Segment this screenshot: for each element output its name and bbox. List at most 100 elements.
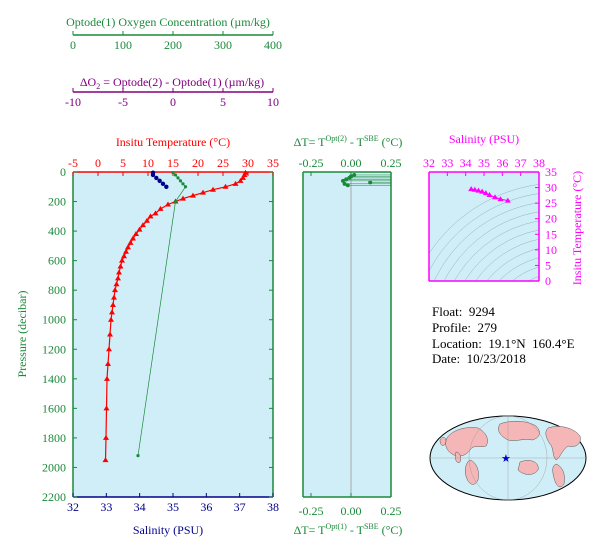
map-land: [439, 421, 581, 488]
tick-label: 36: [200, 500, 212, 514]
tick-label: 1200: [42, 342, 66, 356]
tick-label: 1000: [42, 313, 66, 327]
temperature-point: [210, 186, 216, 192]
salinity-point: [150, 172, 156, 178]
salinity-axis-title: Salinity (PSU): [133, 523, 203, 537]
tick-label: 20: [192, 156, 204, 170]
float-id-line: Float: 9294: [432, 304, 495, 319]
delta-t-ticks: -0.25 0.00 0.25 -0.25 0.00 0.25: [299, 156, 402, 518]
tick-label: 10: [545, 243, 557, 257]
temperature-point: [144, 217, 150, 223]
oxygen-point: [173, 173, 178, 177]
tick-label: 10: [142, 156, 154, 170]
temperature-point: [125, 244, 131, 250]
pressure-axis-ticks: 0 200 400 600 800 1000 1200 1400 1600 1800 2000 220…: [42, 165, 273, 504]
temperature-point: [103, 405, 110, 411]
delta-o2-axis: ΔO2 = Optode(2) - Optode(1) (µm/kg) -10 -…: [65, 75, 279, 109]
tick-label: 37: [515, 156, 527, 170]
temperature-point: [152, 210, 159, 216]
delta-t-top-title: ΔT= TOpt(2) - TSBE (°C): [294, 134, 403, 149]
tick-label: 200: [164, 38, 182, 52]
tick-label: 0.25: [381, 504, 402, 518]
temperature-point: [222, 183, 229, 189]
tick-label: -5: [68, 156, 78, 170]
temperature-point: [232, 180, 239, 186]
delta-t-bottom-title: ΔT= TOpt(1) - TSBE (°C): [294, 522, 403, 537]
tick-label: 38: [533, 156, 545, 170]
temperature-point: [130, 235, 136, 241]
tick-label: 30: [242, 156, 254, 170]
tick-label: 33: [441, 156, 453, 170]
temperature-point: [127, 239, 134, 245]
oxygen-axis-ticks: 0 100 200 300 400: [70, 31, 282, 52]
profile-marks: [102, 169, 249, 463]
tick-label: 200: [48, 195, 66, 209]
tick-label: -10: [65, 95, 81, 109]
ts-point: [486, 192, 493, 198]
salinity-point: [154, 175, 159, 181]
salinity-point: [164, 184, 169, 189]
temperature-point: [140, 222, 146, 228]
temperature-point: [240, 174, 246, 180]
tick-label: 300: [214, 38, 232, 52]
tick-label: 35: [167, 500, 179, 514]
ts-point: [468, 186, 475, 192]
oxygen-point: [173, 199, 178, 204]
ts-temperature-title: Insitu Temperature (°C): [570, 171, 584, 285]
tick-label: 0: [545, 274, 551, 288]
temperature-point: [117, 263, 124, 269]
tick-label: 400: [264, 38, 282, 52]
salinity-point: [157, 178, 162, 184]
tick-label: 5: [120, 156, 126, 170]
temperature-point: [123, 248, 129, 254]
delta-t-point: [368, 180, 373, 185]
float-location-marker: ★: [501, 453, 511, 465]
temperature-point: [190, 192, 196, 198]
delta-t-point: [352, 172, 357, 177]
oxygen-axis-title: Optode(1) Oxygen Concentration (µm/kg): [66, 15, 270, 29]
tick-label: 0.00: [341, 156, 362, 170]
ts-point: [475, 187, 482, 193]
tick-label: 100: [114, 38, 132, 52]
tick-label: 5: [545, 258, 551, 272]
tick-label: 2200: [42, 490, 66, 504]
temperature-point: [107, 331, 113, 337]
tick-label: 400: [48, 224, 66, 238]
tick-label: 2000: [42, 460, 66, 474]
temperature-point: [112, 287, 118, 293]
temperature-point: [111, 294, 117, 300]
ts-point: [479, 188, 486, 194]
oxygen-point: [171, 171, 175, 175]
temperature-point: [119, 257, 125, 263]
tick-label: 1800: [42, 431, 66, 445]
tick-label: 0: [70, 38, 76, 52]
delta-t-point: [344, 177, 349, 182]
temperature-point: [106, 346, 112, 352]
temperature-axis-ticks: -5 0 5 10 15 20 25 30 35: [68, 156, 279, 176]
tick-label: 20: [545, 212, 557, 226]
ts-point: [492, 194, 498, 200]
delta-o2-axis-title: ΔO2 = Optode(2) - Optode(1) (µm/kg): [80, 75, 264, 91]
tick-label: 25: [545, 196, 557, 210]
temperature-point: [110, 301, 116, 307]
temperature-point: [133, 231, 139, 237]
ts-panel-background: [429, 172, 539, 281]
pressure-axis-title: Pressure (decibar): [15, 291, 29, 378]
ts-salinity-title: Salinity (PSU): [449, 132, 519, 146]
tick-label: 35: [545, 165, 557, 179]
tick-label: -5: [118, 95, 128, 109]
ts-panel: Salinity (PSU) 32 33 34 35 36 37 3805101520253…: [423, 132, 584, 288]
tick-label: 15: [167, 156, 179, 170]
temperature-point: [104, 375, 110, 381]
ts-marks: [468, 186, 511, 203]
delta-t-panel-background: [303, 172, 391, 497]
oxygen-axis: Optode(1) Oxygen Concentration (µm/kg) 0…: [66, 15, 282, 52]
temperature-point: [103, 434, 109, 440]
temperature-point: [147, 213, 154, 219]
tick-label: -0.25: [299, 504, 324, 518]
tick-label: 600: [48, 254, 66, 268]
temperature-point: [108, 316, 114, 322]
tick-label: 15: [545, 227, 557, 241]
world-map: ★: [429, 415, 587, 501]
tick-label: 38: [267, 500, 279, 514]
